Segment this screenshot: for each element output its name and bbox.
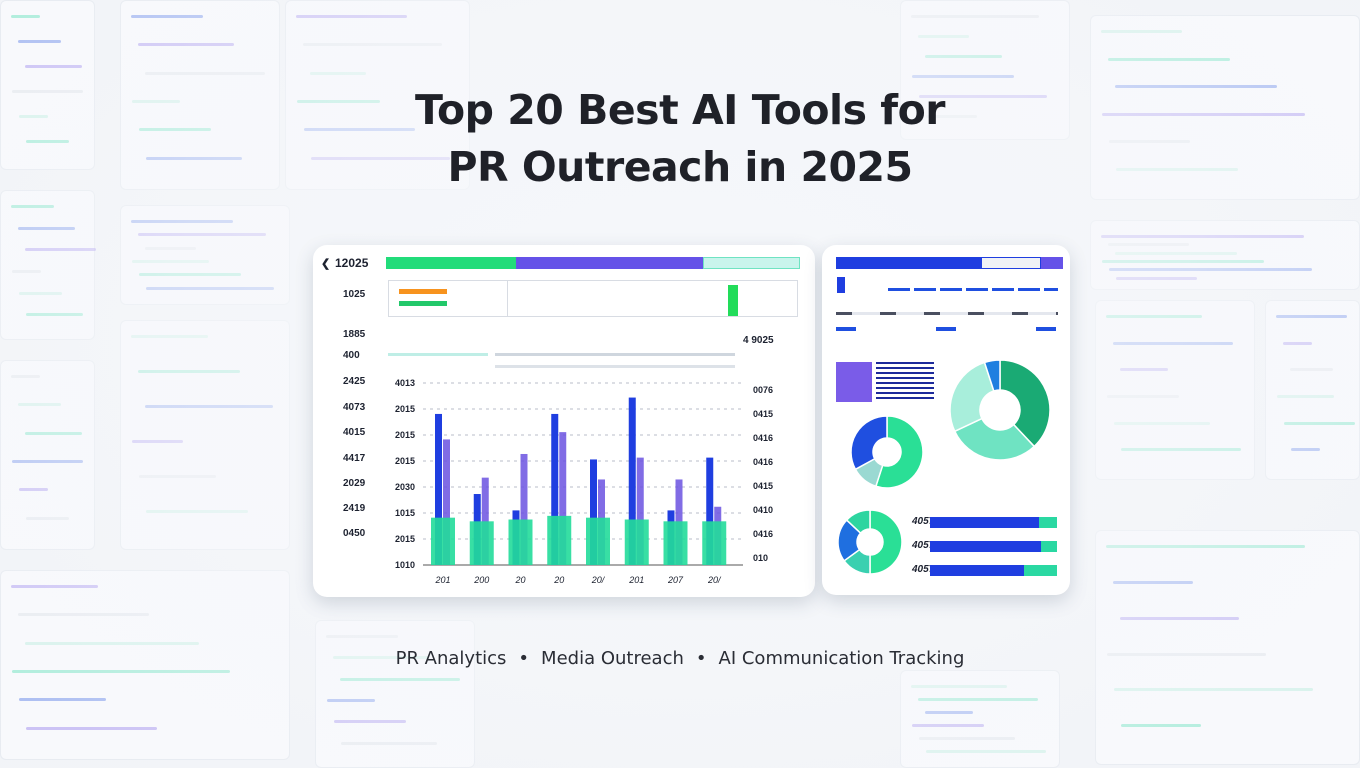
x-tick-label: 20/ xyxy=(707,575,722,585)
donut-slice xyxy=(869,509,903,575)
side-value: 400 xyxy=(343,350,360,361)
right-tick-label: 0410 xyxy=(753,505,773,515)
right-tick-label: 0415 xyxy=(753,481,773,491)
header-tab-purple[interactable] xyxy=(516,257,703,269)
progress-label: 4057 xyxy=(912,564,935,575)
bar-blue xyxy=(590,459,597,565)
donut-slice xyxy=(983,359,1001,392)
side-value: 1025 xyxy=(343,289,366,300)
y-tick-label: 2015 xyxy=(395,456,415,466)
side-tab-light[interactable] xyxy=(981,257,1041,269)
bar-green xyxy=(663,521,688,565)
y-tick-label: 2030 xyxy=(395,482,415,492)
main-dashboard-card: ❮ 12025 1025 1885 400 2425 4073 4015 4417 2029 2… xyxy=(313,245,815,597)
subtitle-item-pr-analytics: PR Analytics xyxy=(395,648,507,669)
donut-slice xyxy=(850,415,888,471)
bullet-separator: • xyxy=(518,648,530,669)
right-tick-label: 0416 xyxy=(753,457,773,467)
x-tick-label: 200 xyxy=(473,575,489,585)
progress-label: 4057 xyxy=(912,540,935,551)
back-arrow-icon: ❮ xyxy=(321,258,331,270)
side-value: 2029 xyxy=(343,478,366,489)
donut-slice xyxy=(845,509,871,535)
donut-slice xyxy=(999,359,1051,448)
bullet-separator: • xyxy=(695,648,707,669)
bar-blue xyxy=(435,413,442,565)
progress-bar xyxy=(930,541,1057,552)
bar-green xyxy=(586,517,610,565)
side-value: 2419 xyxy=(343,503,366,514)
bar-blue xyxy=(628,397,636,565)
right-tick-label: 0076 xyxy=(753,385,773,395)
bar-blue xyxy=(706,457,714,565)
y-tick-label: 2015 xyxy=(395,534,415,544)
y-tick-label: 1010 xyxy=(395,560,415,570)
bar-green xyxy=(431,517,455,565)
subtitle-item-media-outreach: Media Outreach xyxy=(541,648,684,669)
bar-green xyxy=(547,515,572,565)
side-value: 4015 xyxy=(343,427,366,438)
y-tick-label: 2015 xyxy=(395,430,415,440)
bar-purple xyxy=(636,457,644,565)
side-dashboard-card: 4057 4057 4057 xyxy=(822,245,1070,595)
subtitle-item-ai-tracking: AI Communication Tracking xyxy=(718,648,965,669)
donut-slice xyxy=(949,361,995,433)
side-value: 2425 xyxy=(343,376,366,387)
title-line-2: PR Outreach in 2025 xyxy=(447,143,913,191)
side-tab-blue[interactable] xyxy=(836,257,981,269)
bar-green xyxy=(469,521,494,565)
bar-green xyxy=(702,521,727,565)
progress-bar xyxy=(930,517,1057,528)
top-right-value: 4 9025 xyxy=(743,335,774,346)
title-line-1: Top 20 Best AI Tools for xyxy=(414,86,946,134)
x-tick-label: 207 xyxy=(667,575,684,585)
y-tick-label: 2015 xyxy=(395,404,415,414)
right-tick-label: 0415 xyxy=(753,409,773,419)
side-value: 1885 xyxy=(343,329,366,340)
subtitle: PR Analytics • Media Outreach • AI Communica… xyxy=(0,648,1360,669)
bar-chart: 4013 2015 2015 2015 2030 1015 2015 1010 0076 0415… xyxy=(395,378,773,585)
header-tab-green[interactable] xyxy=(386,257,516,269)
bar-green xyxy=(508,519,533,565)
side-value: 4417 xyxy=(343,453,366,464)
side-value: 0450 xyxy=(343,528,366,539)
header-value: 12025 xyxy=(335,256,369,270)
summary-panel xyxy=(388,280,798,317)
y-tick-label: 4013 xyxy=(395,378,415,388)
y-tick-label: 1015 xyxy=(395,508,415,518)
donut-slice xyxy=(953,417,1036,461)
bar-purple xyxy=(559,432,567,565)
image-thumbnail xyxy=(836,362,872,402)
donut-charts xyxy=(837,359,1051,575)
x-tick-label: 20/ xyxy=(591,575,606,585)
progress-label: 4057 xyxy=(912,516,935,527)
side-tab-purple[interactable] xyxy=(1041,257,1063,269)
right-tick-label: 0416 xyxy=(753,433,773,443)
x-tick-label: 20 xyxy=(514,575,525,585)
right-tick-label: 010 xyxy=(753,553,768,563)
x-tick-label: 201 xyxy=(628,575,644,585)
bar-green xyxy=(624,519,649,565)
x-tick-label: 20 xyxy=(553,575,564,585)
x-tick-label: 201 xyxy=(434,575,450,585)
bar-purple xyxy=(520,453,528,565)
bar-blue xyxy=(551,413,559,565)
progress-bar xyxy=(930,565,1057,576)
header-tab-teal[interactable] xyxy=(703,257,800,269)
right-tick-label: 0416 xyxy=(753,529,773,539)
side-value: 4073 xyxy=(343,402,366,413)
bar-purple xyxy=(443,439,450,565)
